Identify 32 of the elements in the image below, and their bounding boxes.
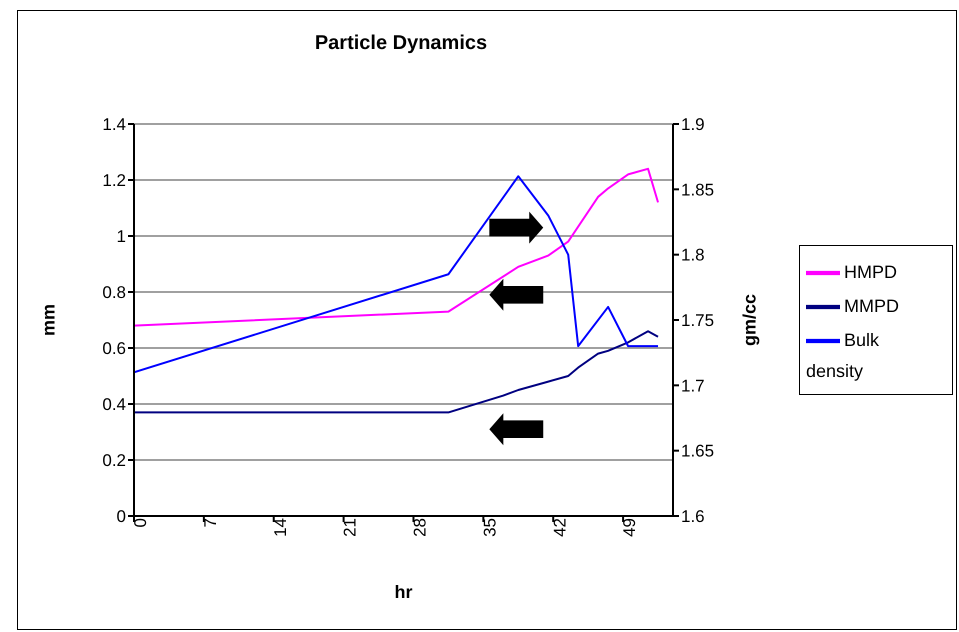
y-tick-label: 0.4 — [102, 395, 126, 414]
legend-label: MMPD — [844, 296, 899, 316]
line-series — [134, 168, 660, 327]
y-tick-label: 0.8 — [102, 283, 126, 302]
x-tick-label: 0 — [131, 518, 150, 528]
x-tick-label: 49 — [620, 518, 640, 537]
y2-axis-title: gm/cc — [739, 294, 760, 346]
y2-tick-label: 1.85 — [681, 180, 714, 200]
chart-title: Particle Dynamics — [314, 32, 488, 55]
y2-tick-label: 1.6 — [681, 507, 705, 526]
y2-tick-label: 1.8 — [681, 246, 705, 265]
y-tick-label: 0.6 — [102, 339, 126, 358]
y2-tick-label: 1.65 — [681, 442, 714, 461]
y2-tick-label: 1.9 — [681, 115, 705, 134]
y-tick-label: 1.2 — [102, 171, 126, 190]
y-tick-label: 0.2 — [102, 451, 126, 470]
legend-label: HMPD — [844, 262, 897, 282]
x-tick-label: 28 — [410, 518, 430, 537]
line-series — [134, 330, 660, 414]
x-tick-label: 21 — [340, 518, 360, 537]
legend-label: Bulk density — [806, 330, 880, 381]
y-tick-label: 1.4 — [102, 115, 126, 134]
y2-tick-label: 1.7 — [681, 376, 705, 396]
y-tick-label: 1 — [116, 227, 126, 246]
y2-tick-label: 1.75 — [681, 311, 714, 330]
x-axis-title: hr — [394, 582, 412, 602]
x-tick-label: 7 — [200, 518, 220, 528]
x-tick-label: 14 — [270, 518, 290, 537]
x-tick-label: 42 — [550, 518, 570, 537]
line-series — [134, 175, 660, 374]
y-axis-title: mm — [38, 304, 58, 336]
x-tick-label: 35 — [480, 518, 500, 537]
